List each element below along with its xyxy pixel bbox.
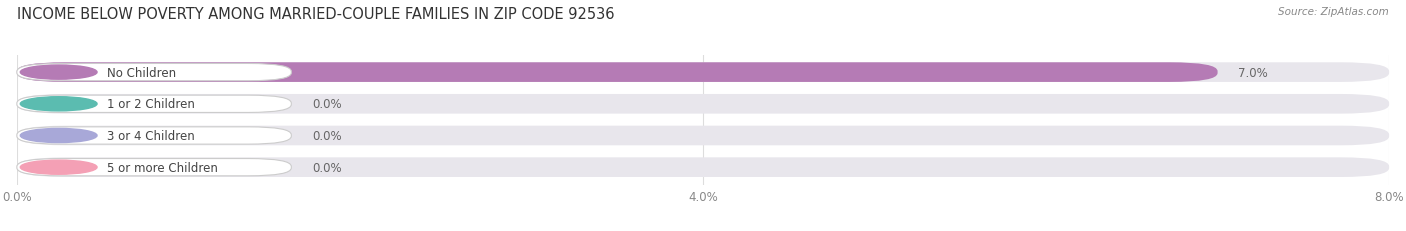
FancyBboxPatch shape [17,159,291,176]
FancyBboxPatch shape [17,158,1389,177]
Text: Source: ZipAtlas.com: Source: ZipAtlas.com [1278,7,1389,17]
Text: 0.0%: 0.0% [312,161,342,174]
Circle shape [20,129,97,143]
FancyBboxPatch shape [17,63,1389,82]
Text: 5 or more Children: 5 or more Children [107,161,218,174]
Circle shape [20,97,97,111]
FancyBboxPatch shape [17,94,1389,114]
Text: 0.0%: 0.0% [312,129,342,142]
Text: 3 or 4 Children: 3 or 4 Children [107,129,195,142]
Text: 7.0%: 7.0% [1239,66,1268,79]
Text: No Children: No Children [107,66,177,79]
FancyBboxPatch shape [17,96,291,113]
Text: 1 or 2 Children: 1 or 2 Children [107,98,195,111]
Circle shape [20,160,97,174]
FancyBboxPatch shape [17,127,291,145]
Text: 0.0%: 0.0% [312,98,342,111]
FancyBboxPatch shape [17,63,1218,82]
Circle shape [20,66,97,80]
Text: INCOME BELOW POVERTY AMONG MARRIED-COUPLE FAMILIES IN ZIP CODE 92536: INCOME BELOW POVERTY AMONG MARRIED-COUPL… [17,7,614,22]
FancyBboxPatch shape [17,64,291,81]
FancyBboxPatch shape [17,126,1389,146]
